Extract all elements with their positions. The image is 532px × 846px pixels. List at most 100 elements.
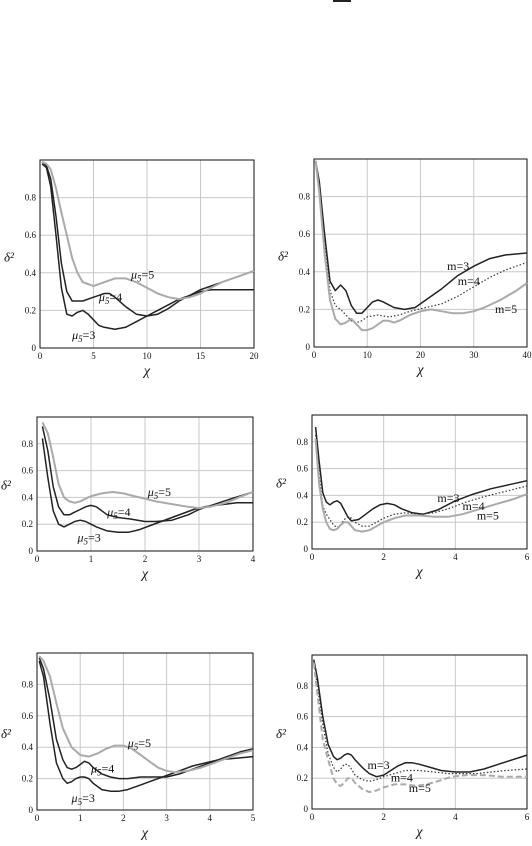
plot-frame [36,652,254,811]
series-line-m=5 [314,439,528,533]
curve-label: μ5=3 [77,531,101,547]
y-tick-label: 0.6 [22,711,34,721]
x-tick-label: 0 [312,350,317,360]
curve-label: m=3 [437,491,459,505]
x-tick-label: 2 [381,552,386,562]
y-tick-label: 0.6 [25,230,37,240]
curve-label: μ5=5 [127,736,151,752]
y-tick-label: 0.4 [297,490,309,500]
chart-panel-5: 0 1 2 3 4 5 0 0.2 0.4 0.6 0.8 χ δ² μ5=5 μ5=4 μ5=3 [1,652,256,841]
series-line-μ5=5 [41,160,255,301]
top-fraction-bar [333,0,351,2]
y-tick-label: 0.2 [297,773,308,783]
curve-label: m=5 [409,781,431,795]
y-tick-label: 0.8 [297,681,309,691]
x-tick-label: 3 [164,813,169,823]
y-tick-label: 0.2 [25,305,36,315]
curve-label: μ5=4 [90,761,114,777]
x-tick-label: 2 [143,554,148,564]
series-line-m=3 [313,659,528,778]
x-tick-label: 2 [381,812,386,822]
series-line-μ5=3 [41,163,254,330]
y-tick-label: 0.2 [299,304,310,314]
curve-label: m=5 [495,302,517,316]
x-tick-label: 1 [89,554,94,564]
curve-label: m=4 [391,770,413,784]
series-line-μ5=5 [41,421,254,510]
curve-label: μ5=3 [71,328,95,344]
x-tick-label: 4 [453,552,458,562]
x-tick-label: 0 [310,812,315,822]
curve-label: m=4 [463,499,485,513]
x-tick-label: 40 [523,350,532,360]
curve-label: m=4 [458,274,480,288]
y-tick-label: 0.2 [297,517,308,527]
x-tick-label: 5 [251,813,256,823]
y-tick-label: 0.6 [22,466,34,476]
x-tick-label: 0 [38,351,43,361]
curve-label: μ5=4 [106,505,130,521]
chart-panel-3: 0 1 2 3 4 0 0.2 0.4 0.6 0.8 χ δ² μ5=5 μ5=4 μ5=3 [1,416,256,582]
y-tick-label: 0.4 [22,742,34,752]
x-tick-label: 10 [363,350,373,360]
x-axis-label: χ [140,826,149,841]
series-line-m=4 [315,435,528,529]
x-axis-label: χ [140,567,149,582]
x-axis-label: χ [415,363,424,378]
x-tick-label: 20 [416,350,426,360]
curve-label: μ5=3 [71,791,95,807]
series-line-m=4 [315,160,528,324]
plot-frame [36,416,254,552]
y-tick-label: 0 [304,544,309,554]
series-line-μ5=3 [38,660,254,792]
curve-label: m=3 [368,758,390,772]
y-tick-label: 0.4 [297,742,309,752]
y-tick-label: 0.8 [22,439,34,449]
curve-label: μ5=4 [98,290,122,306]
series-line-μ5=5 [38,655,254,774]
y-tick-label: 0.8 [22,679,34,689]
x-tick-label: 1 [78,813,83,823]
x-tick-label: 4 [251,554,256,564]
x-tick-label: 2 [121,813,126,823]
curve-label: m=3 [447,259,469,273]
chart-panel-1: 0 5 10 15 20 0 0.2 0.4 0.6 0.8 χ δ² μ5=5 μ5=4 μ5=3 [4,159,260,379]
plot-frame [311,654,528,810]
series-line-m=5 [314,160,528,332]
series-line-μ5=4 [41,161,255,317]
chart-panel-4: 0 2 4 6 0 0.2 0.4 0.6 0.8 χ δ² m=3 m=4m=5 [276,414,530,580]
plot-frame [311,414,528,550]
x-tick-label: 5 [91,351,96,361]
series-line-m=5 [312,662,527,794]
y-axis-label: δ² [278,249,289,264]
y-axis-label: δ² [276,726,287,741]
x-tick-label: 6 [525,812,530,822]
x-tick-label: 4 [208,813,213,823]
y-tick-label: 0 [29,546,34,556]
x-tick-label: 30 [469,350,479,360]
y-tick-label: 0 [304,804,309,814]
y-tick-label: 0 [306,342,311,352]
curve-label: μ5=5 [147,485,171,501]
x-tick-label: 20 [250,351,260,361]
plot-frame [39,159,255,349]
x-tick-label: 0 [310,552,315,562]
x-tick-label: 0 [35,554,40,564]
y-tick-label: 0.4 [22,492,34,502]
y-axis-label: δ² [1,726,12,741]
y-tick-label: 0.8 [25,193,37,203]
y-axis-label: δ² [1,477,12,492]
chart-panel-2: 0 10 20 30 40 0 0.2 0.4 0.6 0.8 χ δ² m=3m=4 m=5 [278,158,532,378]
y-tick-label: 0.2 [22,519,33,529]
y-tick-label: 0.6 [299,229,311,239]
x-axis-label: χ [414,825,423,840]
x-axis-label: χ [414,565,423,580]
y-tick-label: 0.6 [297,712,309,722]
x-tick-label: 6 [525,552,530,562]
x-tick-label: 15 [196,351,206,361]
series-line-m=3 [314,427,528,522]
series-line-m=3 [314,160,528,314]
curve-label: m=5 [477,509,499,523]
series-line-μ5=4 [41,426,254,523]
